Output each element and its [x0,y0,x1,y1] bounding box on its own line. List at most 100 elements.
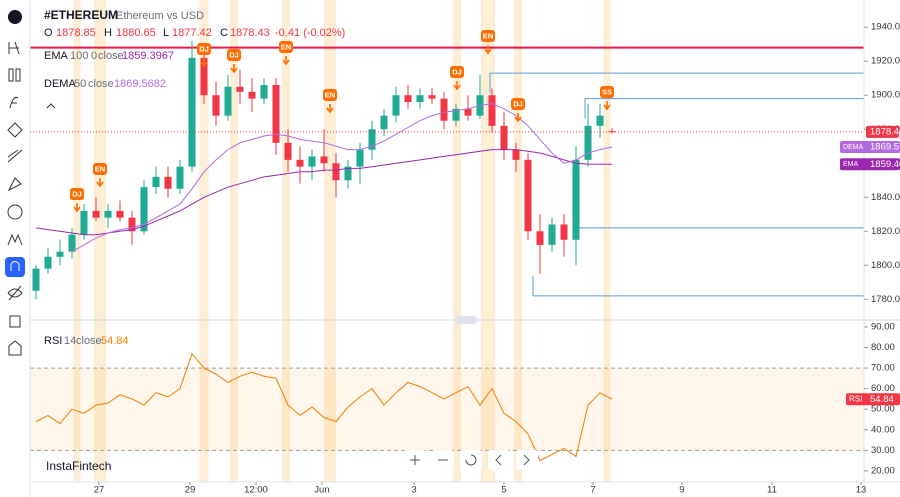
ohlc-label: O [44,27,53,39]
y-tick-label: 1820.00 [871,226,900,237]
indicator-tag [840,158,900,171]
candle-body [488,95,496,126]
rsi-band-fill [30,368,864,451]
signal-badge[interactable] [197,43,211,55]
candle-body [440,98,448,121]
ohlc-label: L [163,27,169,39]
indicator-tag-name: DEMA [843,144,864,151]
logo-icon[interactable] [8,10,22,24]
signal-badge[interactable] [481,30,495,42]
ema-param: close [98,50,124,62]
x-tick-label: 5 [501,485,506,496]
candle-body [104,210,112,218]
signal-arrow [96,178,104,188]
indicator-tag-label: 1869.57 [870,141,900,152]
ohlc-value: 1878.85 [56,27,96,39]
signal-band [73,0,81,482]
magnet-icon-active[interactable] [5,257,25,277]
candle-body [80,210,88,235]
candle-body [212,95,220,116]
signal-band [453,0,461,482]
scroll-right-button[interactable] [516,450,538,470]
zoom-in-icon [410,455,420,465]
candle-body [464,108,472,116]
signal-label: DJ [72,189,82,198]
home-icon[interactable] [8,340,22,356]
candle-body [140,187,148,232]
scroll-left-button[interactable] [488,450,510,470]
prediction-icon[interactable] [7,149,23,163]
candle-body [92,210,100,218]
toolbar-bg [0,0,30,497]
ohlc-value: 1880.65 [116,27,156,39]
rsi-tag-name: RSI [849,394,862,403]
fib-icon[interactable] [9,97,19,109]
signal-band [230,0,238,482]
y-tick-label: 1900.00 [871,90,900,101]
price-tag [866,125,899,138]
x-tick-label: 3 [411,485,416,496]
candle-body [320,156,328,164]
channel-tool-icon[interactable] [15,68,21,82]
change: -0.41 (-0.02%) [275,27,345,39]
signal-badge[interactable] [70,188,84,200]
rsi-tick-label: 30.00 [871,445,895,456]
rsi-tick-label: 20.00 [871,465,895,476]
reset-button[interactable] [460,450,482,470]
signal-badge[interactable] [227,49,241,61]
candle-body [44,256,52,269]
line-tool-icon[interactable] [8,68,14,82]
pane-handle[interactable] [455,316,477,324]
ohlc-value: 1878.43 [230,27,270,39]
signal-badge[interactable] [600,86,614,98]
signal-band [94,0,106,482]
signal-badge[interactable] [511,98,525,110]
y-tick-label: 1940.00 [871,22,900,33]
watermark: InstaFintech [46,459,111,473]
rsi-name: RSI [44,335,62,347]
candle-body [248,91,256,99]
candle-body [536,231,544,245]
rsi-value: 54.84 [101,335,129,347]
signal-badge[interactable] [323,89,337,101]
indicator-tag-label: 1859.40 [870,159,900,170]
candle-body [236,86,244,92]
candle-body [584,125,592,160]
rsi-tick-label: 80.00 [871,342,895,353]
collapse-legend[interactable] [46,103,56,109]
candle-body [548,224,556,245]
candle-body [176,166,184,189]
pattern-icon[interactable] [7,122,23,138]
candle-body [560,224,568,240]
candle-body [32,268,40,291]
signal-label: DJ [452,67,462,76]
x-tick-label: 11 [767,485,777,496]
hide-icon[interactable] [7,285,23,301]
measure-icon[interactable] [7,233,23,246]
dema-name: DEMA [44,78,76,90]
candle-body [164,176,172,189]
candle-body [200,57,208,96]
dema-param: 50 [74,78,86,90]
candle-body [116,210,124,218]
indicator-line [71,103,613,253]
signal-badge[interactable] [450,66,464,78]
cursor-icon[interactable] [8,41,20,55]
signal-arrow [453,81,461,91]
toolbar [0,0,31,497]
candle-body [572,159,580,240]
candle-body [308,156,316,167]
signal-badge[interactable] [93,163,107,175]
rsi-tick-label: 70.00 [871,363,895,374]
brush-icon[interactable] [7,177,22,192]
candle-body [188,57,196,167]
signal-label: DJ [229,50,239,59]
x-tick-label: 9 [679,485,684,496]
lock-icon[interactable] [9,315,21,328]
emoji-icon[interactable] [7,204,23,220]
rsi-tick-label: 90.00 [871,321,895,332]
ohlc-value: 1877.42 [172,27,212,39]
signal-arrow [603,101,611,111]
signal-badge[interactable] [279,41,293,53]
